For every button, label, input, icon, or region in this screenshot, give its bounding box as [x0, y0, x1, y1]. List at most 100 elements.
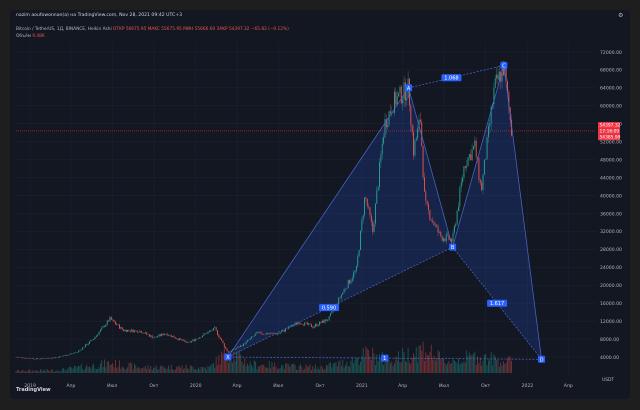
bcd-triangle — [452, 65, 542, 360]
volume-bar — [127, 367, 129, 373]
candle-body — [471, 149, 473, 161]
volume-bar — [301, 366, 303, 373]
volume-bar — [147, 365, 149, 373]
candle-body — [434, 224, 436, 226]
volume-bar — [48, 370, 50, 373]
candle-body — [324, 319, 326, 323]
tradingview-logo[interactable]: TradingView — [16, 387, 51, 393]
ratio-box — [381, 354, 389, 362]
volume-bar — [217, 365, 218, 373]
point-label-d: D — [540, 357, 544, 363]
volume-bar — [330, 362, 331, 373]
volume-bar — [197, 367, 199, 373]
volume-bar — [409, 362, 410, 373]
y-tick-label: 24000.00 — [600, 265, 622, 271]
volume-bar — [46, 369, 48, 373]
candle-body — [380, 154, 382, 163]
volume-bar — [184, 368, 186, 373]
candle-body — [389, 111, 391, 114]
candle-body — [199, 337, 201, 339]
volume-bar — [464, 362, 466, 373]
volume-bar — [361, 356, 363, 373]
candle-body — [388, 111, 390, 125]
volume-bar — [353, 363, 355, 373]
volume-bar — [89, 366, 90, 373]
candle-body — [327, 320, 329, 321]
volume-bar — [411, 357, 413, 373]
volume-bar — [27, 369, 29, 373]
volume-bar — [366, 348, 368, 373]
volume-bar — [309, 364, 311, 373]
candle-body — [218, 334, 220, 338]
volume-bar — [34, 370, 36, 373]
volume-bar — [447, 363, 449, 373]
volume-bar — [139, 368, 141, 373]
candle-body — [105, 324, 107, 327]
volume-bar — [468, 352, 470, 373]
y-tick-label: 48000.00 — [600, 157, 622, 163]
candle-body — [150, 335, 152, 337]
volume-bar — [459, 364, 461, 373]
volume-bar — [244, 358, 246, 373]
volume-bar — [283, 368, 285, 373]
volume-bar — [206, 369, 208, 373]
candle-body — [464, 166, 466, 168]
candle-body — [325, 319, 327, 321]
volume-bar — [372, 347, 374, 373]
candle-body — [207, 331, 209, 334]
x-tick-label: Апр — [66, 383, 75, 389]
volume-bar — [410, 363, 412, 373]
volume-bar — [222, 353, 224, 373]
volume-bar — [428, 355, 429, 373]
volume-bar — [26, 371, 28, 373]
leg-xa — [227, 87, 409, 358]
candle-body — [460, 182, 462, 188]
candlestick-chart[interactable]: X A B C D 0.590 1.068 1.617 1 4000.00 8000.00 12000… — [10, 10, 630, 399]
volume-bar — [298, 365, 300, 373]
volume-bar — [230, 360, 232, 373]
volume-bar — [44, 369, 46, 373]
candle-body — [418, 119, 420, 129]
candle-body — [430, 219, 432, 221]
author-line: nazim aoufowonnan(a) на TradingView.com,… — [16, 13, 183, 18]
volume-bar — [210, 365, 212, 373]
candle-body — [268, 333, 270, 335]
volume-bar — [304, 368, 306, 373]
chart-frame: X A B C D 0.590 1.068 1.617 1 4000.00 8000.00 12000… — [10, 10, 630, 399]
volume-bar — [394, 363, 395, 373]
volume-bar — [260, 364, 262, 373]
leg-bc — [452, 65, 505, 248]
candle-body — [125, 329, 127, 332]
volume-bar — [242, 364, 244, 373]
candle-body — [362, 215, 364, 220]
volume-bar — [496, 359, 498, 373]
volume-bar — [419, 345, 421, 373]
candle-body — [490, 106, 492, 124]
gear-icon[interactable]: ⚙ — [618, 12, 624, 19]
volume-bar — [392, 366, 394, 373]
volume-bar — [86, 364, 88, 373]
candle-body — [316, 324, 318, 327]
volume-bar — [281, 364, 282, 373]
candle-body — [320, 321, 322, 323]
candle-body — [342, 292, 344, 295]
candle-body — [104, 326, 105, 327]
volume-bar — [121, 366, 123, 373]
candle-body — [293, 324, 295, 327]
volume-bar — [177, 365, 179, 373]
candle-body — [376, 190, 378, 204]
volume-bar — [463, 361, 465, 373]
volume-bar — [339, 360, 341, 373]
volume-bar — [387, 357, 389, 373]
volume-bar — [33, 371, 35, 373]
volume-bar — [365, 346, 367, 373]
candle-body — [82, 347, 84, 350]
candle-body — [230, 350, 232, 353]
candle-body — [426, 200, 428, 205]
candle-body — [498, 71, 500, 80]
candle-body — [455, 224, 457, 226]
volume-bar — [351, 356, 353, 373]
candle-body — [466, 165, 468, 168]
candle-body — [187, 341, 188, 343]
price-tag-box — [598, 122, 620, 129]
